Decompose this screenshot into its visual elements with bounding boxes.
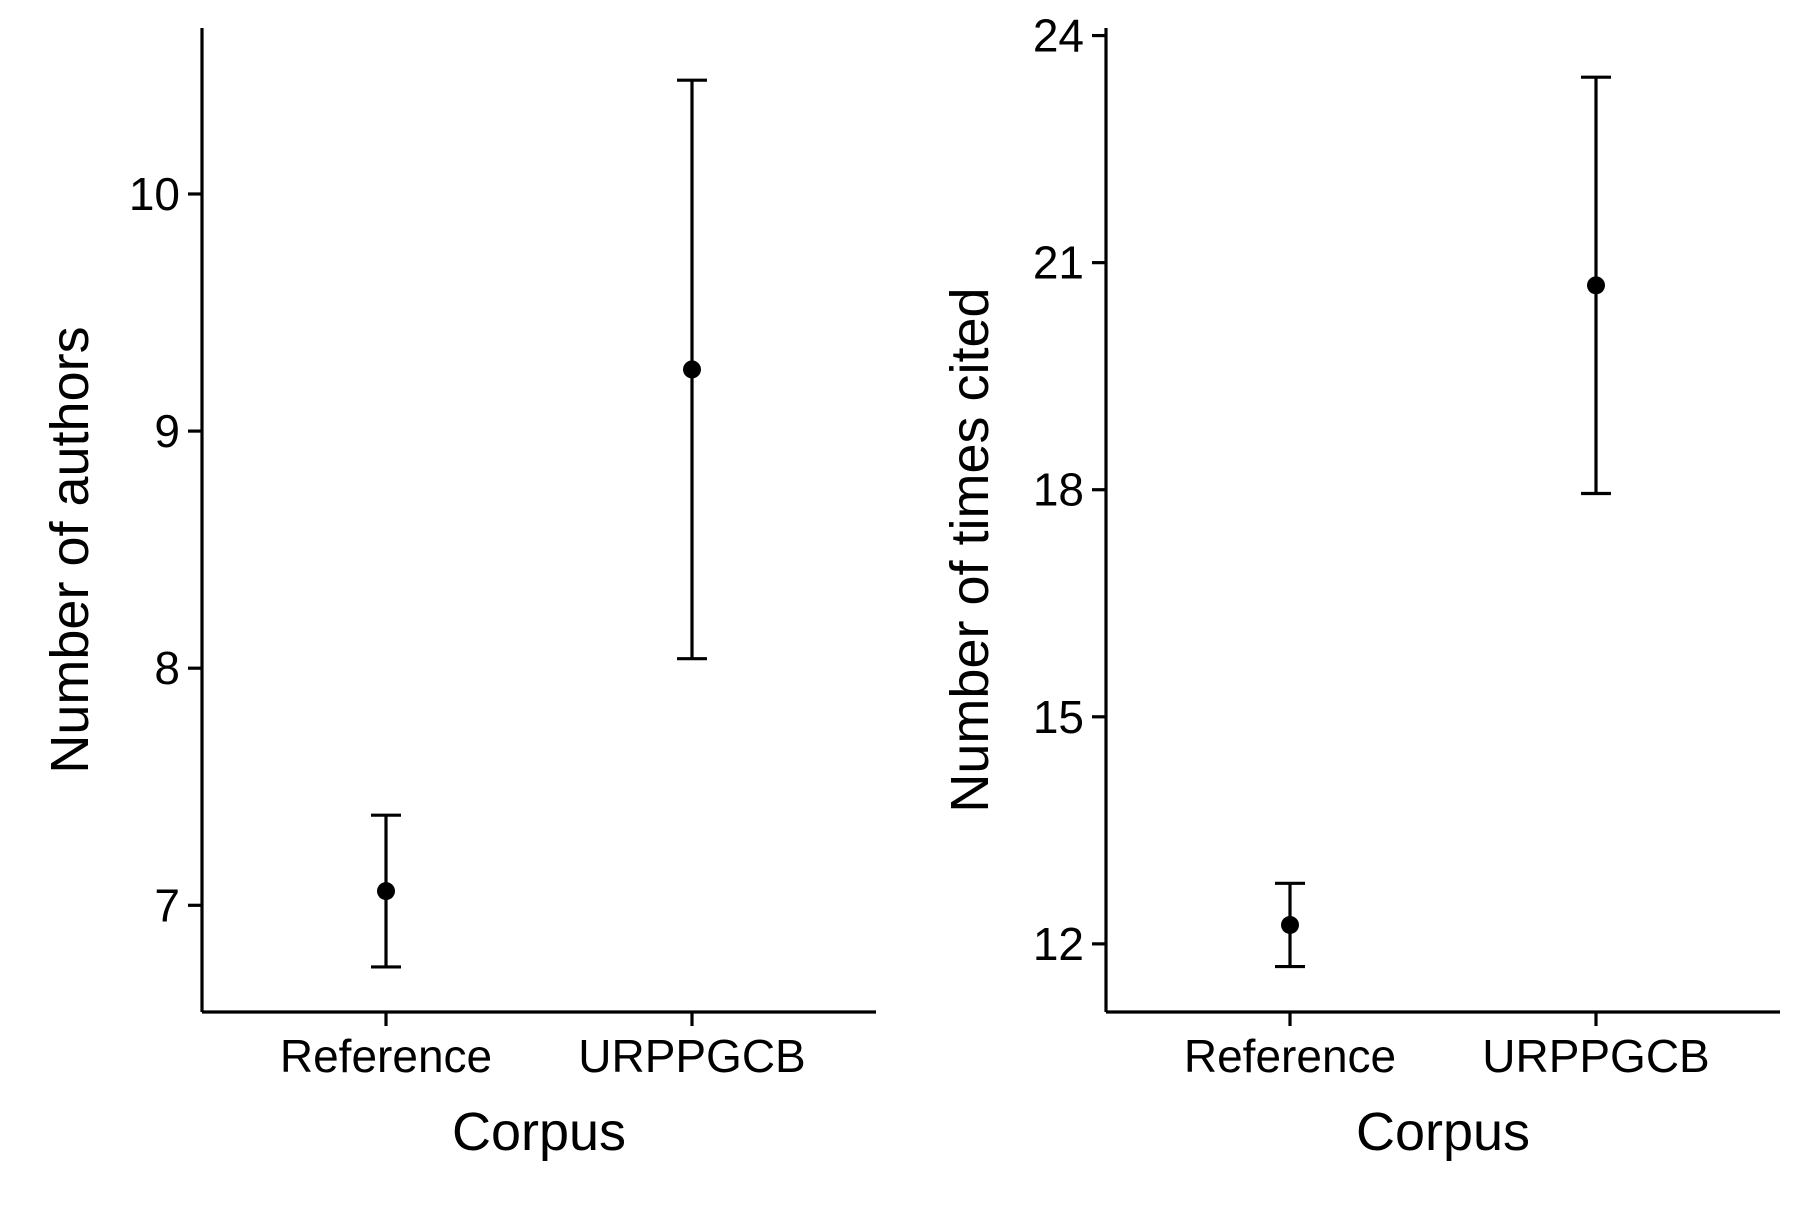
x-tick-label: Reference [280, 1030, 492, 1082]
y-tick-label: 21 [1033, 237, 1084, 289]
y-tick-label: 24 [1033, 10, 1084, 62]
chart-panel-1: 7 8 9 10 Reference URPPGCB Corpus Number of aut… [40, 28, 876, 1162]
y-tick-label: 15 [1033, 691, 1084, 743]
y-axis-title: Number of times cited [940, 287, 1000, 812]
x-axis-title: Corpus [1356, 1102, 1530, 1162]
y-axis-title: Number of authors [40, 326, 100, 773]
mean-point-reference [377, 882, 396, 901]
y-tick-label: 7 [154, 879, 180, 931]
y-tick-label: 9 [154, 405, 180, 457]
y-tick-label: 18 [1033, 464, 1084, 516]
y-tick-label: 10 [129, 168, 180, 220]
mean-point-reference [1281, 915, 1300, 934]
mean-point-urppgcb [1586, 276, 1605, 295]
x-tick-label: URPPGCB [578, 1030, 805, 1082]
x-axis-title: Corpus [452, 1102, 626, 1162]
x-tick-label: Reference [1184, 1030, 1396, 1082]
chart-panel-2: 12 15 18 21 24 Reference URPPGCB Corpus Number o… [940, 10, 1780, 1162]
y-tick-label: 12 [1033, 918, 1084, 970]
y-tick-label: 8 [154, 642, 180, 694]
mean-point-urppgcb [682, 360, 701, 379]
x-tick-label: URPPGCB [1482, 1030, 1709, 1082]
